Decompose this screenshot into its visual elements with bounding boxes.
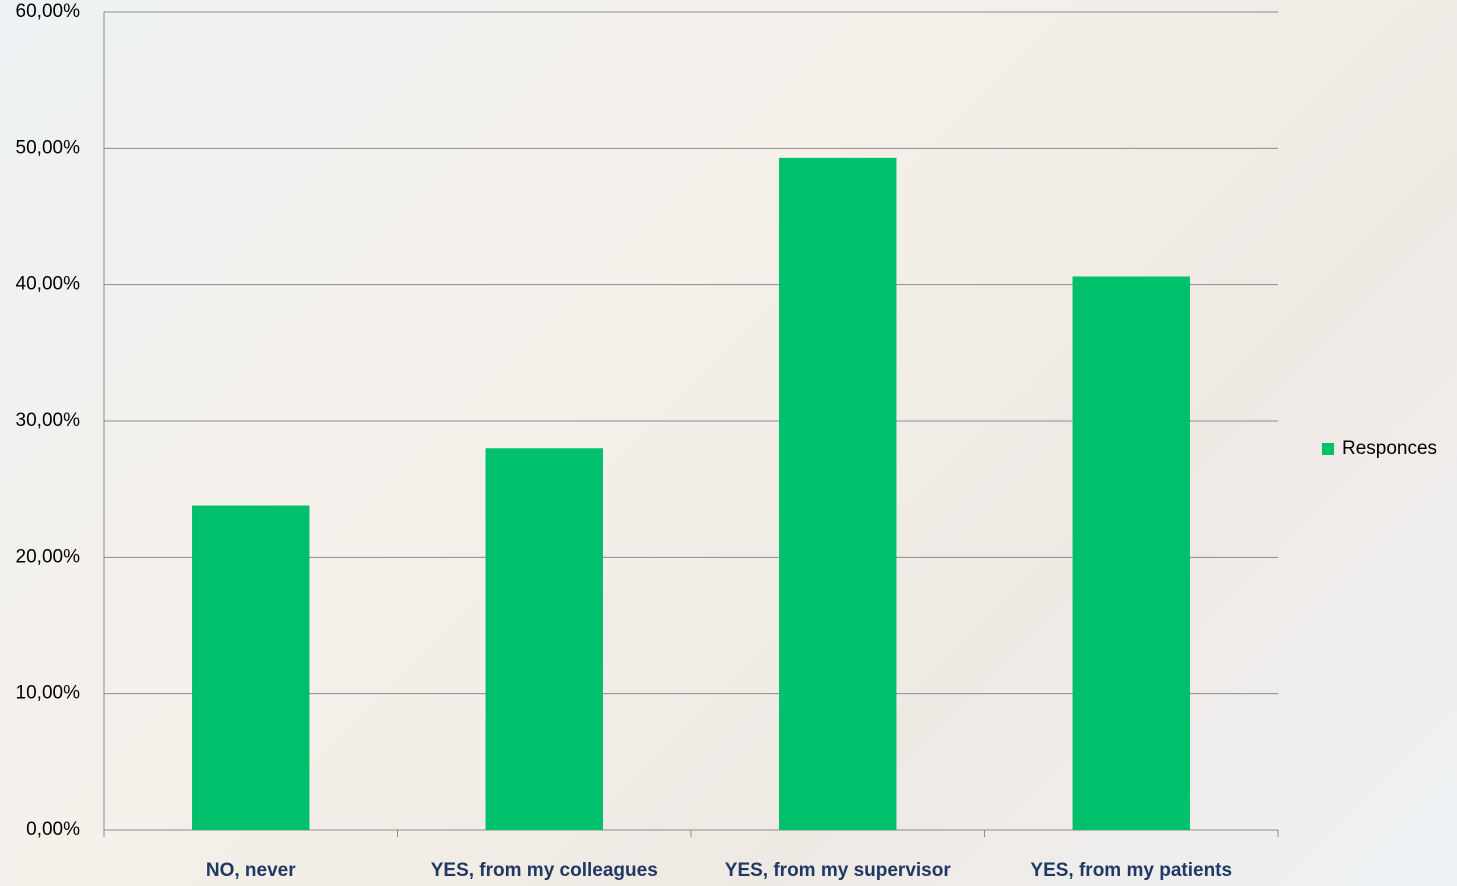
y-tick-label: 0,00%	[26, 819, 80, 840]
y-tick-label: 10,00%	[16, 683, 81, 704]
legend-swatch	[1322, 443, 1334, 455]
x-tick-label: YES, from my supervisor	[725, 860, 952, 881]
y-tick-label: 50,00%	[16, 137, 81, 158]
legend-label: Responces	[1342, 438, 1437, 459]
y-tick-label: 30,00%	[16, 410, 81, 431]
y-tick-label: 20,00%	[16, 546, 81, 567]
y-tick-label: 60,00%	[16, 1, 81, 22]
y-tick-label: 40,00%	[16, 274, 81, 295]
x-tick-label: YES, from my colleagues	[431, 860, 658, 881]
bar	[779, 157, 897, 831]
bar	[485, 448, 603, 830]
x-tick-label: YES, from my patients	[1030, 860, 1232, 881]
x-tick-label: NO, never	[206, 860, 296, 881]
bar	[192, 505, 310, 830]
bar	[1072, 276, 1190, 830]
